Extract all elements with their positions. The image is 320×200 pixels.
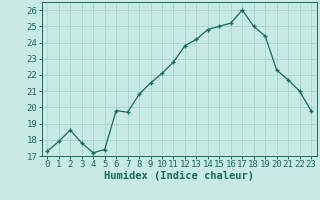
X-axis label: Humidex (Indice chaleur): Humidex (Indice chaleur)	[104, 171, 254, 181]
